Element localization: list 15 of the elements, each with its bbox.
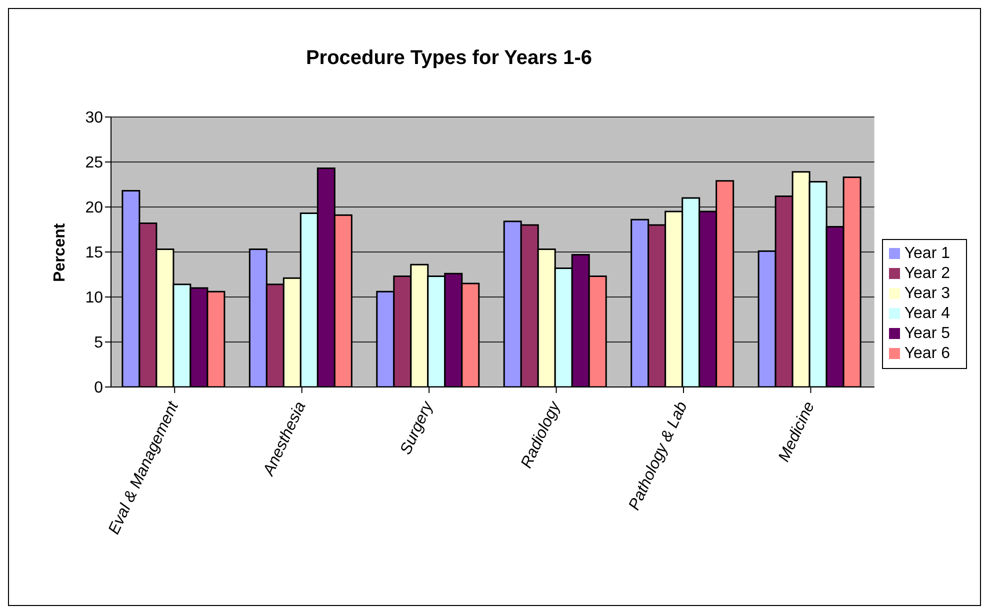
legend-label: Year 4: [904, 305, 950, 322]
y-tick-label: 10: [85, 290, 104, 307]
y-axis-title: Percent: [52, 222, 69, 282]
y-tick-label: 15: [85, 244, 104, 262]
y-tick-label: 30: [85, 110, 104, 127]
y-tick-label: 20: [85, 200, 104, 217]
legend-label: Year 6: [904, 345, 950, 362]
legend-label: Year 2: [904, 265, 950, 282]
y-tick-label: 25: [85, 154, 104, 172]
legend-label: Year 3: [904, 285, 950, 302]
legend-label: Year 1: [904, 245, 950, 262]
y-tick-label: 0: [94, 380, 104, 397]
legend-label: Year 5: [904, 325, 950, 342]
y-tick-label: 5: [94, 334, 104, 352]
chart-title: Procedure Types for Years 1-6: [304, 47, 594, 70]
